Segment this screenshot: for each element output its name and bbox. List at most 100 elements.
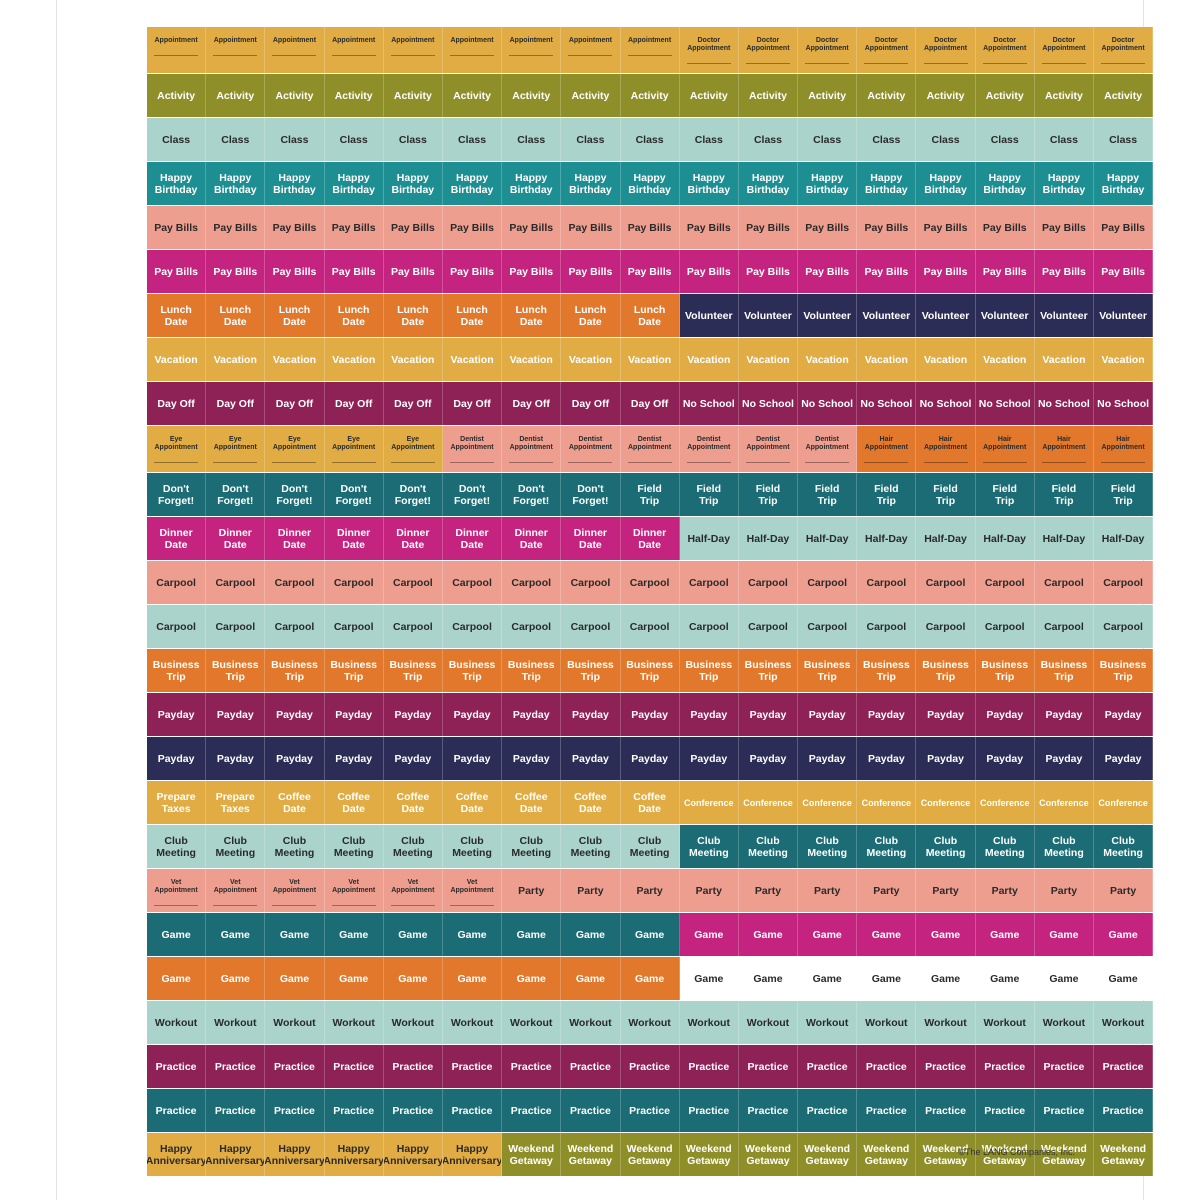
sticker: Vacation — [1034, 338, 1094, 381]
sticker: Half-Day — [679, 517, 739, 560]
sticker: Day Off — [561, 382, 621, 425]
sticker: Party — [975, 869, 1035, 912]
sticker: Coffee Date — [324, 781, 384, 824]
sticker: Appointment — [383, 27, 443, 73]
sticker: Weekend Getaway — [975, 1133, 1035, 1176]
sticker: Game — [857, 913, 917, 956]
sticker: Practice — [738, 1089, 799, 1132]
sticker: Half-Day — [1034, 517, 1094, 560]
sticker: Class — [383, 118, 443, 161]
sticker: Game — [1034, 913, 1094, 956]
sticker: Workout — [265, 1001, 325, 1044]
sticker: Carpool — [561, 605, 621, 648]
sticker: Payday — [1034, 693, 1094, 736]
sticker-row: Activity Activity Activity Activity Activity… — [147, 74, 1171, 117]
sticker: Business Trip — [620, 649, 680, 692]
sticker: Practice — [975, 1089, 1035, 1132]
sticker: Business Trip — [916, 649, 976, 692]
sticker: Pay Bills — [975, 206, 1035, 249]
sticker: Party — [561, 869, 621, 912]
sticker: Workout — [383, 1001, 443, 1044]
sticker: Practice — [502, 1045, 562, 1088]
sticker: Doctor Appointment — [975, 27, 1035, 73]
sticker: Game — [679, 913, 739, 956]
sticker: Pay Bills — [147, 250, 207, 293]
sticker: Payday — [738, 693, 799, 736]
sticker: Business Trip — [442, 649, 503, 692]
sticker: Carpool — [502, 561, 562, 604]
sticker: Carpool — [206, 561, 266, 604]
sticker: Practice — [502, 1089, 562, 1132]
sticker: Practice — [147, 1045, 207, 1088]
sticker: Volunteer — [916, 294, 976, 337]
sticker: Game — [1034, 957, 1094, 1000]
sticker: Day Off — [383, 382, 443, 425]
sticker: Day Off — [147, 382, 207, 425]
sticker: Pay Bills — [561, 206, 621, 249]
sticker: Pay Bills — [679, 206, 739, 249]
sticker: Hair Appointment — [1094, 426, 1154, 472]
sticker: Lunch Date — [206, 294, 266, 337]
sticker: Pay Bills — [1034, 206, 1094, 249]
sticker: Half-Day — [798, 517, 858, 560]
sticker: Class — [442, 118, 503, 161]
sticker: Weekend Getaway — [738, 1133, 799, 1176]
sticker-row: Practice Practice Practice Practice Practice… — [147, 1045, 1171, 1088]
sticker: Day Off — [324, 382, 384, 425]
sticker: Pay Bills — [147, 206, 207, 249]
sticker: Payday — [561, 737, 621, 780]
sticker: Pay Bills — [975, 250, 1035, 293]
sticker: Workout — [679, 1001, 739, 1044]
sticker: Don't Forget! — [206, 473, 266, 516]
sticker: Carpool — [975, 605, 1035, 648]
sticker: Practice — [916, 1045, 976, 1088]
sticker: Coffee Date — [383, 781, 443, 824]
sticker: Volunteer — [975, 294, 1035, 337]
sticker-row: Lunch Date Lunch Date Lunch Date Lunch Date… — [147, 294, 1171, 337]
sticker: Happy Birthday — [561, 162, 621, 205]
sticker: Field Trip — [620, 473, 680, 516]
sticker: Vacation — [857, 338, 917, 381]
sticker: Club Meeting — [442, 825, 503, 868]
sticker: Game — [502, 957, 562, 1000]
sticker: Business Trip — [679, 649, 739, 692]
sticker: Carpool — [1094, 561, 1154, 604]
sticker: Vacation — [738, 338, 799, 381]
sticker: Dinner Date — [561, 517, 621, 560]
sticker: Dentist Appointment — [502, 426, 562, 472]
sticker: Carpool — [975, 561, 1035, 604]
sticker-row: Game Game Game Game Game Game Game Game Game Game… — [147, 913, 1171, 956]
sticker: Business Trip — [324, 649, 384, 692]
sticker: Eye Appointment — [324, 426, 384, 472]
sticker: Payday — [561, 693, 621, 736]
sticker: Game — [147, 957, 207, 1000]
sticker: Carpool — [916, 561, 976, 604]
sticker: Vet Appointment — [383, 869, 443, 912]
sticker: Pay Bills — [206, 206, 266, 249]
sticker: Workout — [738, 1001, 799, 1044]
sticker: Pay Bills — [324, 250, 384, 293]
sticker: Happy Birthday — [502, 162, 562, 205]
sticker: Game — [324, 957, 384, 1000]
sticker: Don't Forget! — [147, 473, 207, 516]
sticker: Practice — [1034, 1089, 1094, 1132]
sticker-row: Payday Payday Payday Payday Payday Payday Payd… — [147, 737, 1171, 780]
sticker: Pay Bills — [679, 250, 739, 293]
sticker: Doctor Appointment — [1094, 27, 1154, 73]
sticker: Payday — [857, 737, 917, 780]
sticker: Day Off — [206, 382, 266, 425]
sticker: Game — [265, 913, 325, 956]
sticker: Pay Bills — [265, 250, 325, 293]
sticker: Carpool — [679, 561, 739, 604]
sticker: Doctor Appointment — [1034, 27, 1094, 73]
sticker-row: Practice Practice Practice Practice Practice… — [147, 1089, 1171, 1132]
sticker: Activity — [502, 74, 562, 117]
sticker: Vacation — [502, 338, 562, 381]
sticker: Practice — [561, 1089, 621, 1132]
sticker: Doctor Appointment — [679, 27, 739, 73]
sticker: Game — [561, 913, 621, 956]
sticker: Vet Appointment — [265, 869, 325, 912]
sticker: Happy Birthday — [383, 162, 443, 205]
sticker: Workout — [1034, 1001, 1094, 1044]
sticker: Practice — [620, 1089, 680, 1132]
